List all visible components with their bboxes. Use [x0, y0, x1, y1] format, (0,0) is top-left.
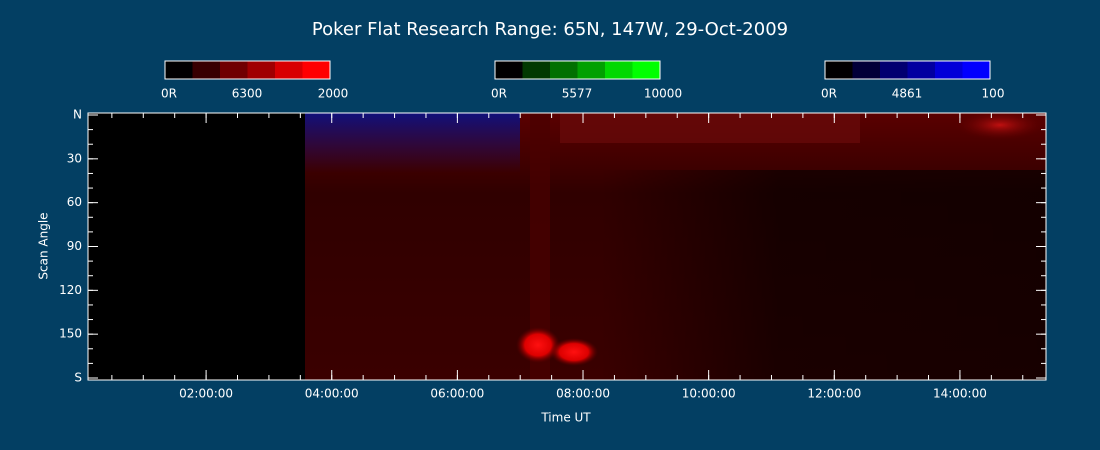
colorbar-label: 0R	[161, 87, 177, 101]
x-tick-label: 12:00:00	[807, 387, 861, 401]
y-tick-label: 150	[59, 327, 82, 341]
red-top-band	[560, 113, 860, 143]
colorbar-segment	[220, 61, 248, 79]
colorbar-segment	[302, 61, 330, 79]
x-tick-label: 08:00:00	[556, 387, 610, 401]
colorbar-segment	[825, 61, 853, 79]
y-tick-label: 90	[67, 239, 82, 253]
x-tick-label: 10:00:00	[682, 387, 736, 401]
y-tick-label: S	[74, 371, 82, 385]
colorbar-segment	[880, 61, 908, 79]
y-tick-label: 120	[59, 283, 82, 297]
colorbar-frame	[494, 60, 661, 80]
colorbar-label: 10000	[644, 87, 682, 101]
y-tick-label: N	[73, 108, 82, 122]
colorbar-label: 100	[982, 87, 1005, 101]
dark-region	[600, 170, 1046, 380]
red-spot	[550, 338, 598, 366]
colorbar-segment	[935, 61, 963, 79]
colorbar-segment	[275, 61, 303, 79]
colorbar-label: 2000	[318, 87, 349, 101]
x-tick-label: 06:00:00	[430, 387, 484, 401]
y-tick-label: 30	[67, 151, 82, 165]
colorbar-segment	[632, 61, 660, 79]
colorbar-segment	[550, 61, 578, 79]
y-axis-label: Scan Angle	[37, 212, 51, 279]
y-tick-label: 60	[67, 195, 82, 209]
colorbar-frame	[824, 60, 991, 80]
colorbar-segment	[192, 61, 220, 79]
colorbar-segment	[605, 61, 633, 79]
colorbar-label: 5577	[562, 87, 593, 101]
colorbar-label: 6300	[232, 87, 263, 101]
axes: 02:00:00 04:00:00 06:00:00 08:00:00 10:00:00…	[59, 108, 1046, 401]
colorbar-frame	[164, 60, 331, 80]
colorbar-label: 0R	[491, 87, 507, 101]
blue-emission	[305, 113, 520, 173]
colorbar-segment	[522, 61, 550, 79]
colorbar-label: 4861	[892, 87, 923, 101]
colorbar-segment	[577, 61, 605, 79]
colorbar-segment	[165, 61, 193, 79]
colorbars: 0R 6300 2000 0R 5577 10000 0R 4861 100	[161, 60, 1005, 101]
x-tick-label: 02:00:00	[179, 387, 233, 401]
keogram-image	[88, 110, 1046, 380]
colorbar-segment	[907, 61, 935, 79]
x-tick-label: 04:00:00	[305, 387, 359, 401]
colorbar-segment	[852, 61, 880, 79]
chart-title: Poker Flat Research Range: 65N, 147W, 29…	[312, 19, 788, 40]
x-axis-label: Time UT	[540, 411, 591, 425]
colorbar-segment	[962, 61, 990, 79]
x-tick-label: 14:00:00	[933, 387, 987, 401]
colorbar-label: 0R	[821, 87, 837, 101]
red-top-spot	[955, 110, 1045, 140]
colorbar-segment	[247, 61, 275, 79]
colorbar-segment	[495, 61, 523, 79]
red-band	[530, 113, 550, 380]
red-spot	[516, 327, 560, 363]
